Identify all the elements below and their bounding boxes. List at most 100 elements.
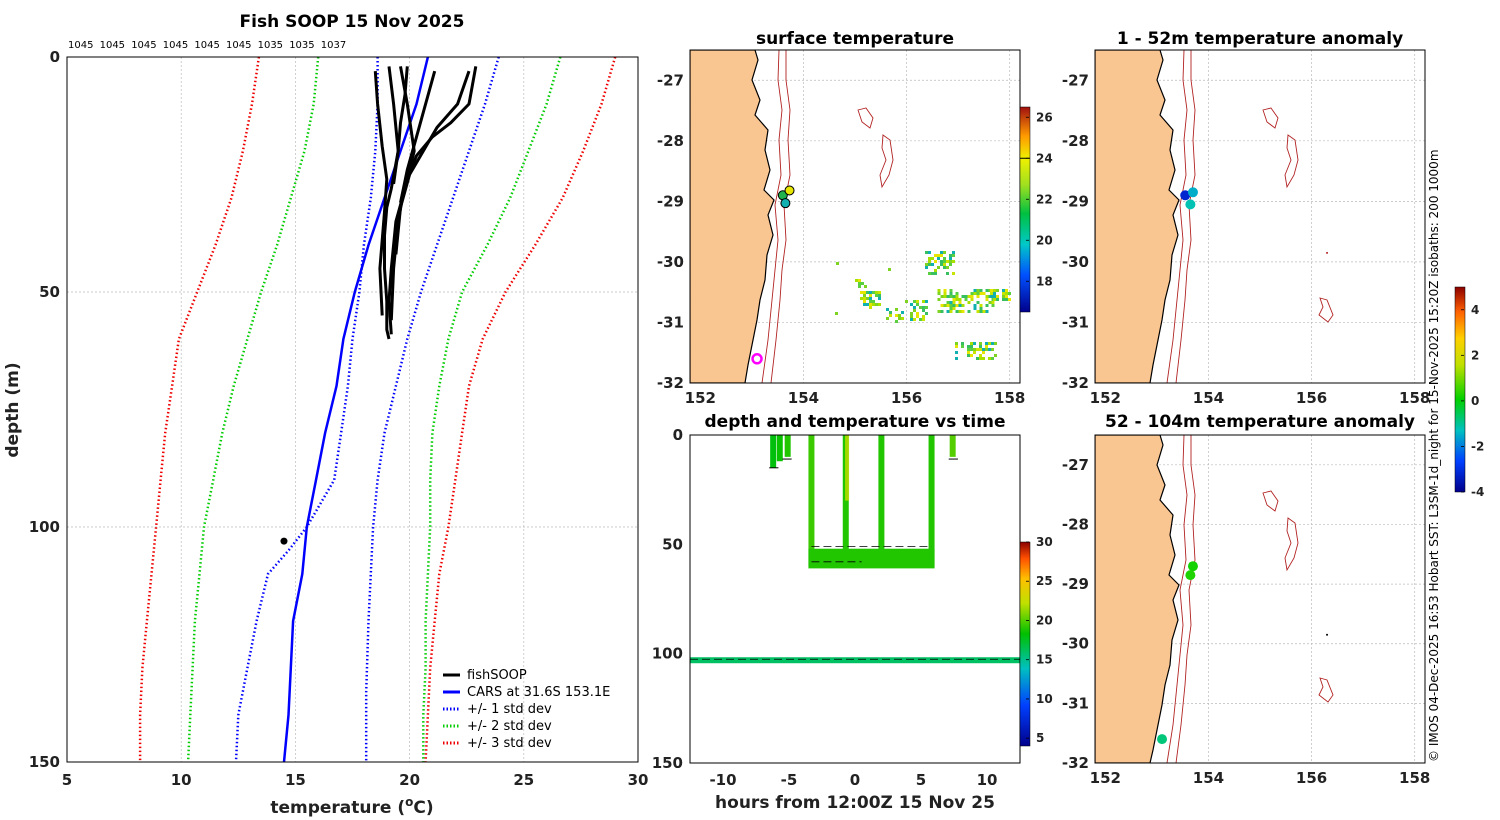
anomaly-shallow-coastline <box>1095 50 1180 383</box>
sst-pixel <box>958 304 962 307</box>
sst-pixel <box>976 357 979 360</box>
sst-pixel <box>860 297 863 300</box>
profile-x-ticks: 5 10 15 20 25 30 <box>62 771 649 789</box>
sst-pixel <box>967 354 970 357</box>
sst-pixel <box>886 317 889 320</box>
sst-pixel <box>940 251 943 254</box>
sst-y-tick-label: -31 <box>657 313 684 331</box>
sst-pixel <box>1005 295 1008 298</box>
anomaly-deep-point <box>1157 734 1168 745</box>
timeseries-cast <box>928 435 935 567</box>
sst-pixel <box>919 306 922 309</box>
sst-pixel <box>928 263 931 266</box>
sst-pixel <box>973 292 977 295</box>
sst-y-tick-label: -29 <box>657 192 684 210</box>
anomaly-shallow-dot <box>1326 251 1329 254</box>
sst-pixel <box>943 266 946 269</box>
sst-pixel <box>967 310 971 313</box>
anomaly-shallow-x-tick-label: 158 <box>1399 389 1430 407</box>
sst-pixel <box>946 301 950 304</box>
sst-pixel <box>1005 292 1008 295</box>
anomaly-shallow-frame <box>1094 49 1426 384</box>
sst-pixel <box>928 260 931 263</box>
sst-pixel <box>937 266 940 269</box>
colorbar-tick-label: 22 <box>1036 192 1053 206</box>
sst-pixel <box>973 307 977 310</box>
sst-pixel <box>866 303 869 306</box>
timeseries-warm-column <box>845 435 850 501</box>
sst-pixel <box>872 303 875 306</box>
sst-pixel <box>988 348 991 351</box>
profile-series <box>138 57 617 762</box>
sst-pixel <box>994 354 997 357</box>
sst-pixel <box>913 300 916 303</box>
cast-id-label: 1037 <box>321 40 346 51</box>
anomaly-shallow-y-tick-label: -27 <box>1062 71 1089 89</box>
sst-pixel <box>925 312 928 315</box>
anomaly-deep-seamount-3 <box>1318 677 1334 703</box>
sst-coastline <box>690 50 775 383</box>
sst-pixel <box>991 357 994 360</box>
sst-pixel <box>955 357 958 360</box>
anomaly-shallow-y-tick-label: -31 <box>1062 313 1089 331</box>
sst-pixel <box>872 300 875 303</box>
colorbar-tick-label: 5 <box>1036 731 1044 745</box>
sst-pixel <box>910 318 913 321</box>
anomaly-deep-y-tick-label: -31 <box>1062 694 1089 712</box>
sst-pixel <box>889 311 892 314</box>
sst-pixel <box>993 295 996 298</box>
sst-pixel <box>934 254 937 257</box>
sst-pixel <box>949 301 953 304</box>
sst-pixel <box>973 351 976 354</box>
sst-pixel <box>952 272 955 275</box>
sst-pixel <box>970 295 974 298</box>
sst-pixel <box>943 260 946 263</box>
sst-pixel <box>866 291 869 294</box>
sst-pixel <box>875 303 878 306</box>
sst-pixel <box>916 312 919 315</box>
cast-id-label: 1035 <box>258 40 283 51</box>
sst-pixel <box>955 310 959 313</box>
sst-pixel <box>928 251 931 254</box>
sst-pixel <box>916 303 919 306</box>
timeseries-y-tick-label: 0 <box>673 426 683 444</box>
profile-x-tick-label: 25 <box>513 771 534 789</box>
sst-pixel <box>982 292 986 295</box>
sst-pixel <box>946 304 950 307</box>
sst-pixel <box>979 292 983 295</box>
anomaly-shallow-x-tick-label: 152 <box>1090 389 1121 407</box>
sst-pixel <box>967 345 970 348</box>
sst-pixel <box>901 311 904 314</box>
sst-pixel <box>955 351 958 354</box>
sst-pixel <box>863 294 866 297</box>
anomaly-shallow-y-tick-label: -29 <box>1062 192 1089 210</box>
anomaly-deep-y-tick-label: -30 <box>1062 635 1089 653</box>
anomaly-shallow-isobath-200 <box>1166 50 1188 383</box>
sst-pixel <box>949 304 953 307</box>
sst-pixel <box>967 295 971 298</box>
sst-pixel <box>1002 298 1005 301</box>
profile-series--1-std-dev-2 <box>364 57 500 762</box>
timeseries-cast <box>770 435 777 468</box>
sst-pixel <box>976 310 980 313</box>
cast-id-label: 1045 <box>68 40 93 51</box>
sst-pixel <box>991 348 994 351</box>
sst-pixel <box>979 342 982 345</box>
sst-pixel <box>910 315 913 318</box>
timeseries-x-tick-label: -10 <box>709 771 736 789</box>
sst-pixel <box>996 298 999 301</box>
sst-pixel <box>979 304 983 307</box>
anomaly-shallow-points <box>1180 187 1329 254</box>
sst-pixel <box>916 315 919 318</box>
timeseries-cast <box>776 435 783 462</box>
sst-ticks: 152 154 156 158 -27 -28 -29 -30 -31 -32 <box>657 71 1025 407</box>
sst-y-tick-label: -32 <box>657 374 684 392</box>
timeseries-y-tick-label: 150 <box>652 754 683 772</box>
sst-pixel <box>1002 295 1005 298</box>
timeseries-deep-band <box>808 548 935 569</box>
sst-pixel <box>922 315 925 318</box>
legend-std2: +/- 2 std dev <box>467 719 552 734</box>
sst-pixel <box>990 295 993 298</box>
sst-pixel <box>961 304 965 307</box>
profile-y-label: depth (m) <box>3 362 23 457</box>
